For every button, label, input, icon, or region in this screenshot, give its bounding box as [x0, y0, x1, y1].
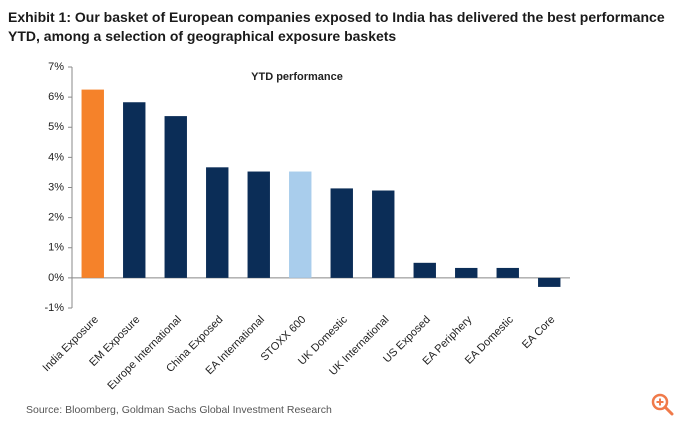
- bar: [247, 171, 270, 278]
- bar: [496, 267, 519, 278]
- y-tick-label: 4%: [48, 151, 64, 163]
- y-tick-label: 3%: [48, 181, 64, 193]
- y-tick-label: 2%: [48, 212, 64, 224]
- bar: [164, 116, 187, 278]
- y-tick-label: -1%: [44, 302, 64, 314]
- x-tick-label: Europe International: [105, 314, 184, 393]
- y-tick-label: 5%: [48, 121, 64, 133]
- bar: [330, 188, 353, 278]
- bar: [206, 167, 229, 278]
- bar: [123, 102, 146, 278]
- y-tick-label: 1%: [48, 242, 64, 254]
- bar: [538, 277, 561, 287]
- bar: [455, 267, 478, 278]
- chart-title: Exhibit 1: Our basket of European compan…: [8, 9, 665, 44]
- bar: [372, 190, 395, 278]
- y-tick-label: 6%: [48, 91, 64, 103]
- source-note: Source: Bloomberg, Goldman Sachs Global …: [26, 404, 332, 416]
- bar: [289, 171, 312, 278]
- x-tick-label: EA Core: [520, 314, 557, 351]
- bar: [413, 262, 436, 278]
- y-tick-label: 0%: [48, 272, 64, 284]
- bar: [81, 89, 104, 278]
- chart-subtitle: YTD performance: [251, 71, 343, 83]
- zoom-button[interactable]: [650, 392, 674, 416]
- y-tick-label: 7%: [48, 61, 64, 73]
